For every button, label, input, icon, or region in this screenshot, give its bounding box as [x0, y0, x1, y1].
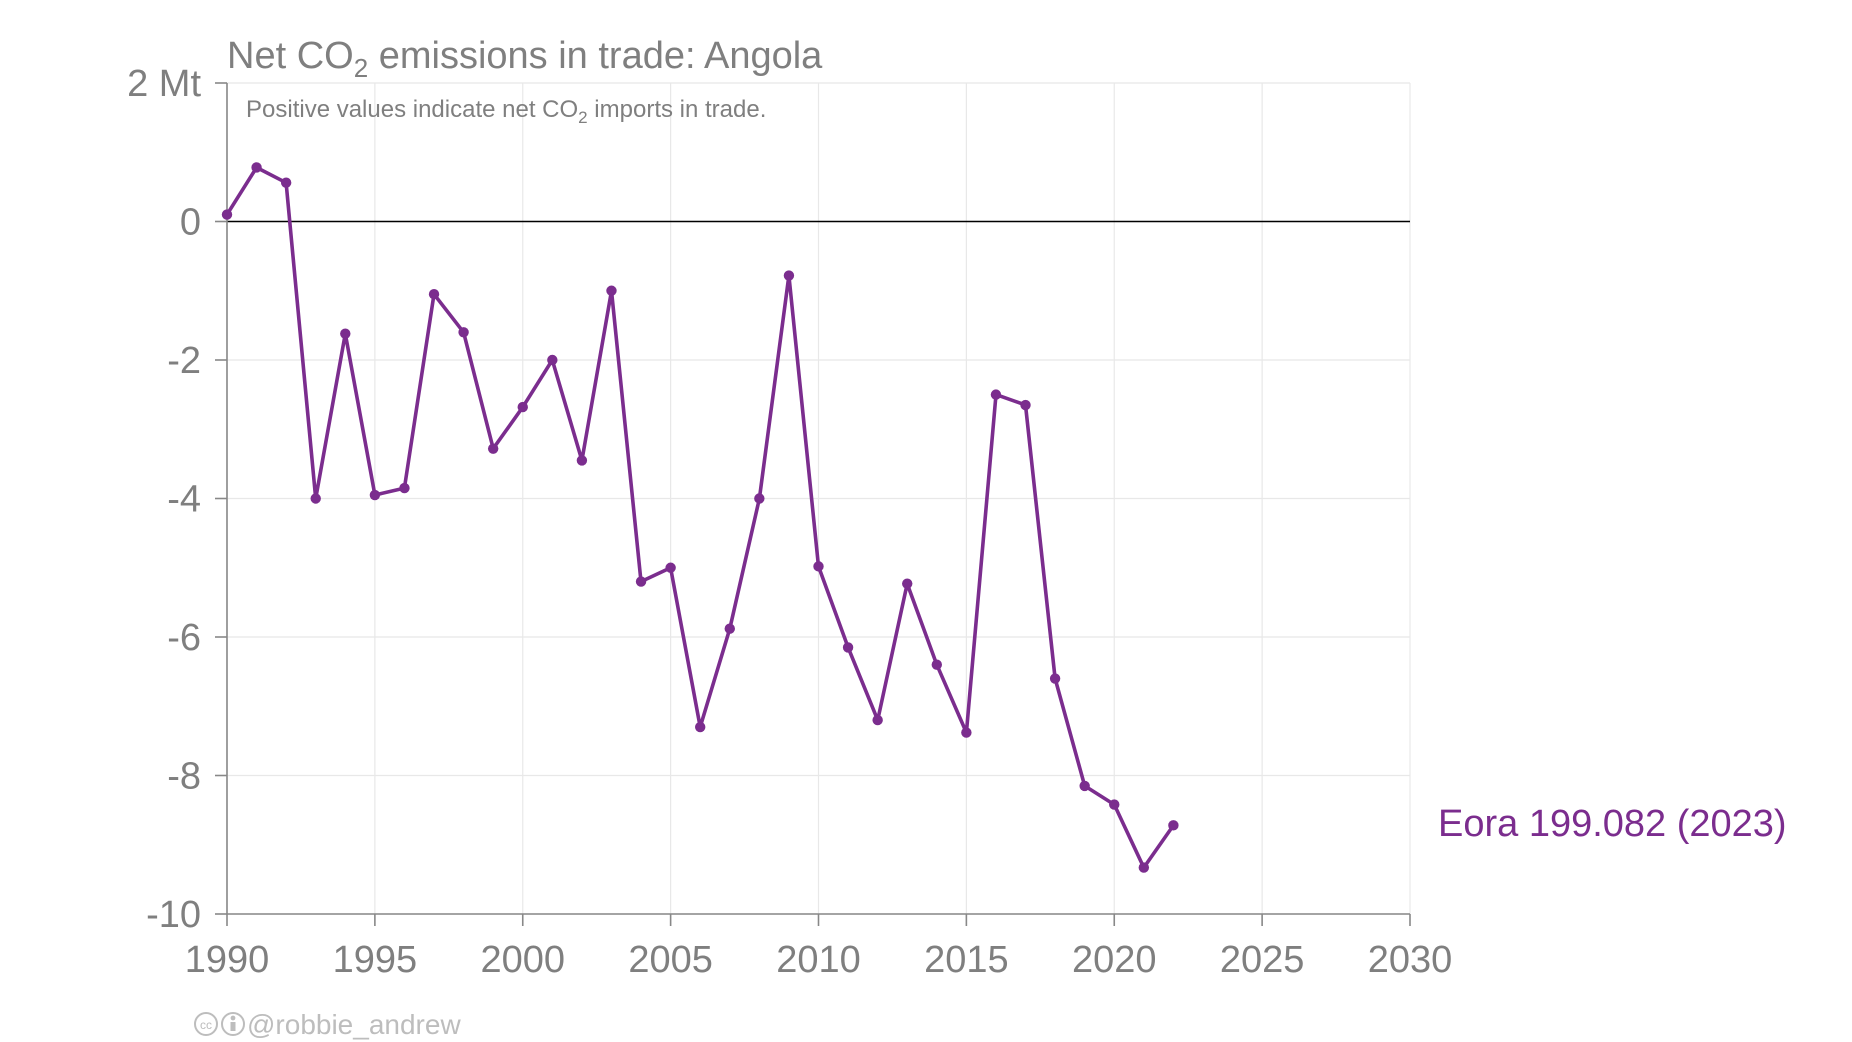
data-point	[280, 177, 292, 188]
x-tick-label: 2015	[924, 939, 1009, 981]
data-point	[1138, 862, 1150, 873]
x-tick-label: 2030	[1368, 939, 1453, 981]
data-point	[369, 489, 381, 501]
y-tick-labels: 2 Mt 0 -2 -4 -6 -8 -10	[127, 63, 201, 936]
x-tick-label: 2010	[776, 939, 861, 981]
chart-title: Net CO2 emissions in trade: Angola	[227, 35, 823, 83]
data-point	[754, 493, 765, 504]
data-point	[724, 623, 735, 634]
data-point	[251, 162, 262, 173]
x-tick-label: 2020	[1072, 939, 1157, 981]
data-point	[576, 455, 588, 466]
y-tick-label: 0	[180, 202, 201, 244]
credit: cc @robbie_andrew	[194, 1009, 461, 1040]
y-tick-label: -6	[167, 617, 201, 659]
y-tick-label: 2 Mt	[127, 63, 201, 105]
x-tick-label: 1990	[185, 939, 270, 981]
data-point	[842, 642, 854, 653]
data-point	[783, 270, 795, 281]
data-point	[990, 389, 1002, 400]
x-tick-label: 2005	[628, 939, 713, 981]
data-point	[340, 328, 351, 339]
data-point	[635, 576, 647, 587]
data-point	[695, 721, 706, 733]
data-point	[665, 562, 676, 573]
data-point	[517, 401, 528, 413]
data-point	[399, 482, 410, 494]
data-point	[961, 727, 972, 738]
data-point	[1049, 673, 1061, 684]
data-point	[547, 354, 558, 366]
chart-subtitle: Positive values indicate net CO2 imports…	[246, 96, 766, 127]
data-point	[458, 327, 469, 338]
x-tick-label: 2000	[480, 939, 565, 981]
y-tick-label: -10	[146, 894, 201, 936]
x-tick-labels: 1990 1995 2000 2005 2010 2015 2020 2025 2030	[185, 939, 1453, 981]
data-point	[1109, 799, 1120, 810]
series-label: Eora 199.082 (2023)	[1438, 803, 1787, 845]
data-point	[310, 493, 321, 504]
cc-license-icon: cc	[194, 1012, 245, 1036]
data-point	[428, 289, 440, 300]
data-point	[813, 561, 824, 572]
y-tick-label: -8	[167, 756, 201, 798]
series-line	[225, 165, 1176, 870]
data-point	[606, 285, 617, 296]
x-tick-label: 2025	[1220, 939, 1305, 981]
y-tick-label: -4	[167, 479, 201, 521]
x-tick-label: 1995	[333, 939, 418, 981]
y-tick-label: -2	[167, 340, 201, 382]
svg-text:cc: cc	[200, 1018, 212, 1032]
credit-text: @robbie_andrew	[247, 1009, 461, 1040]
axis-ticks	[215, 82, 1411, 926]
data-point	[902, 578, 913, 589]
data-point	[1168, 820, 1179, 831]
data-point	[487, 443, 499, 454]
data-point	[221, 209, 233, 220]
grid-lines	[226, 82, 1411, 915]
data-point	[931, 659, 942, 670]
data-point	[1079, 780, 1090, 792]
data-point	[872, 714, 883, 726]
data-point	[1020, 399, 1031, 411]
series-group	[221, 162, 1179, 873]
